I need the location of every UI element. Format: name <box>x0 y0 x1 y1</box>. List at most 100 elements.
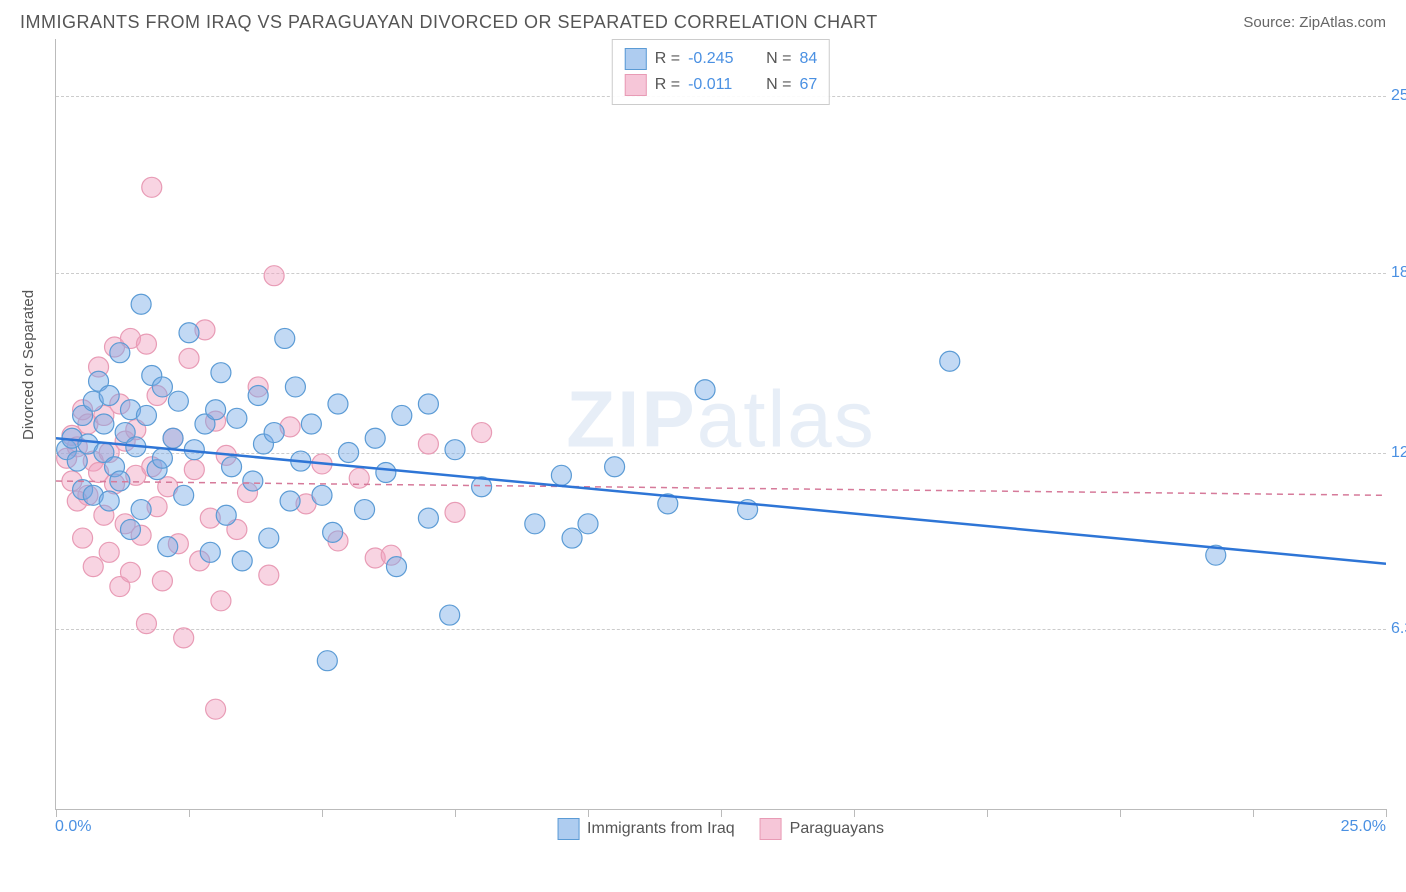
scatter-point-iraq <box>99 385 119 405</box>
scatter-point-iraq <box>174 485 194 505</box>
source: Source: ZipAtlas.com <box>1243 14 1386 31</box>
n-label: N = <box>766 76 791 94</box>
scatter-point-iraq <box>200 542 220 562</box>
x-tick-mark <box>455 809 456 817</box>
r-label: R = <box>655 50 680 68</box>
scatter-point-paraguay <box>120 562 140 582</box>
scatter-point-iraq <box>323 522 343 542</box>
correlation-legend: R = -0.245 N = 84 R = -0.011 N = 67 <box>612 39 830 105</box>
scatter-point-paraguay <box>445 502 465 522</box>
x-tick-mark <box>721 809 722 817</box>
scatter-point-iraq <box>312 485 332 505</box>
x-min-label: 0.0% <box>55 818 91 836</box>
scatter-point-paraguay <box>472 423 492 443</box>
series-legend: Immigrants from Iraq Paraguayans <box>557 818 884 840</box>
scatter-point-iraq <box>158 537 178 557</box>
scatter-point-paraguay <box>174 628 194 648</box>
swatch-paraguay <box>625 74 647 96</box>
scatter-point-iraq <box>365 428 385 448</box>
legend-label-iraq: Immigrants from Iraq <box>587 820 735 838</box>
y-tick-label: 12.5% <box>1391 444 1406 462</box>
scatter-point-iraq <box>339 443 359 463</box>
n-label: N = <box>766 50 791 68</box>
scatter-point-iraq <box>168 391 188 411</box>
scatter-point-iraq <box>264 423 284 443</box>
scatter-point-paraguay <box>136 334 156 354</box>
swatch-paraguay-bottom <box>760 818 782 840</box>
scatter-point-iraq <box>94 414 114 434</box>
scatter-point-paraguay <box>206 699 226 719</box>
scatter-point-iraq <box>440 605 460 625</box>
scatter-point-iraq <box>99 491 119 511</box>
scatter-point-paraguay <box>142 177 162 197</box>
scatter-point-iraq <box>551 465 571 485</box>
x-tick-mark <box>588 809 589 817</box>
scatter-point-iraq <box>355 500 375 520</box>
scatter-point-paraguay <box>211 591 231 611</box>
scatter-point-iraq <box>940 351 960 371</box>
n-value-iraq: 84 <box>799 50 817 68</box>
scatter-point-iraq <box>206 400 226 420</box>
scatter-point-paraguay <box>136 614 156 634</box>
scatter-point-iraq <box>232 551 252 571</box>
scatter-point-paraguay <box>259 565 279 585</box>
legend-row-iraq: R = -0.245 N = 84 <box>625 46 817 72</box>
r-label: R = <box>655 76 680 94</box>
scatter-point-iraq <box>275 328 295 348</box>
x-tick-mark <box>1253 809 1254 817</box>
scatter-point-iraq <box>152 448 172 468</box>
chart-title: IMMIGRANTS FROM IRAQ VS PARAGUAYAN DIVOR… <box>20 12 878 33</box>
scatter-point-iraq <box>131 294 151 314</box>
scatter-point-paraguay <box>418 434 438 454</box>
scatter-point-iraq <box>578 514 598 534</box>
x-tick-mark <box>987 809 988 817</box>
legend-row-paraguay: R = -0.011 N = 67 <box>625 72 817 98</box>
scatter-point-iraq <box>562 528 582 548</box>
scatter-point-iraq <box>525 514 545 534</box>
scatter-point-iraq <box>605 457 625 477</box>
r-value-paraguay: -0.011 <box>688 76 748 94</box>
y-axis-label: Divorced or Separated <box>20 290 37 440</box>
legend-item-paraguay: Paraguayans <box>760 818 884 840</box>
scatter-point-paraguay <box>349 468 369 488</box>
scatter-point-paraguay <box>152 571 172 591</box>
y-tick-label: 6.3% <box>1391 620 1406 638</box>
scatter-point-iraq <box>222 457 242 477</box>
x-tick-mark <box>56 809 57 817</box>
scatter-point-iraq <box>179 323 199 343</box>
scatter-point-paraguay <box>179 348 199 368</box>
x-tick-mark <box>1386 809 1387 817</box>
y-tick-label: 25.0% <box>1391 87 1406 105</box>
swatch-iraq-bottom <box>557 818 579 840</box>
x-axis-labels: 0.0% Immigrants from Iraq Paraguayans 25… <box>55 818 1386 848</box>
scatter-point-iraq <box>243 471 263 491</box>
scatter-point-iraq <box>131 500 151 520</box>
scatter-point-paraguay <box>184 460 204 480</box>
legend-item-iraq: Immigrants from Iraq <box>557 818 735 840</box>
x-max-label: 25.0% <box>1341 818 1386 836</box>
chart-plot-area: ZIPatlas R = -0.245 N = 84 R = -0.011 N … <box>55 39 1386 810</box>
scatter-svg <box>56 39 1386 809</box>
n-value-paraguay: 67 <box>799 76 817 94</box>
scatter-point-iraq <box>418 394 438 414</box>
scatter-point-paraguay <box>99 542 119 562</box>
scatter-point-iraq <box>328 394 348 414</box>
trend-line-iraq <box>56 438 1386 563</box>
scatter-point-iraq <box>259 528 279 548</box>
scatter-point-iraq <box>376 462 396 482</box>
scatter-point-paraguay <box>264 266 284 286</box>
scatter-point-paraguay <box>83 557 103 577</box>
x-tick-mark <box>854 809 855 817</box>
scatter-point-iraq <box>120 520 140 540</box>
scatter-point-iraq <box>67 451 87 471</box>
scatter-point-iraq <box>392 405 412 425</box>
scatter-point-paraguay <box>73 528 93 548</box>
scatter-point-iraq <box>227 408 247 428</box>
header: IMMIGRANTS FROM IRAQ VS PARAGUAYAN DIVOR… <box>0 0 1406 39</box>
scatter-point-iraq <box>285 377 305 397</box>
swatch-iraq <box>625 48 647 70</box>
scatter-point-iraq <box>110 343 130 363</box>
x-tick-mark <box>1120 809 1121 817</box>
source-label: Source: <box>1243 14 1295 31</box>
scatter-point-iraq <box>418 508 438 528</box>
